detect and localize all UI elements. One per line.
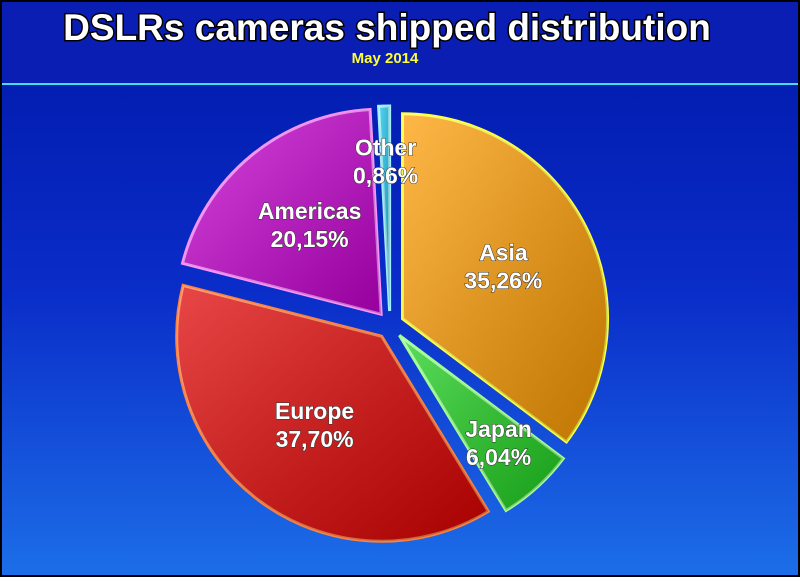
slice-value-label: 0,86%	[353, 163, 418, 189]
slice-value-label: 35,26%	[464, 267, 542, 293]
slice-label: Japan	[465, 416, 531, 442]
slice-shade	[399, 335, 564, 511]
slice-shade	[402, 113, 608, 442]
slice-shade	[176, 285, 489, 542]
slice-value-label: 20,15%	[271, 226, 349, 252]
slice-value-label: 6,04%	[466, 444, 531, 470]
slice-label: Other	[355, 135, 416, 161]
chart-title: DSLRs cameras shipped distribution	[63, 7, 711, 48]
slice-shade	[378, 106, 390, 312]
header-band	[2, 2, 798, 84]
slice-label: Americas	[258, 198, 362, 224]
slice-label: Europe	[275, 398, 354, 424]
slice-label: Asia	[479, 239, 528, 265]
slice-shade	[182, 109, 382, 315]
slice-value-label: 37,70%	[276, 426, 354, 452]
chart-subtitle: May 2014	[352, 50, 419, 67]
